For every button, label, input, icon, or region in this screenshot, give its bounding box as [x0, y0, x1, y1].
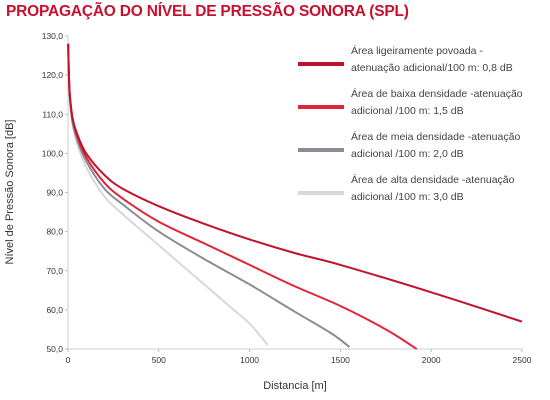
y-axis-label: Nível de Pressão Sonora [dB]	[4, 120, 16, 265]
legend-label: Área de baixa densidade -atenuação	[351, 87, 523, 100]
y-tick-label: 70,0	[46, 266, 63, 276]
y-tick-label: 80,0	[46, 227, 63, 237]
legend-label: adicional /100 m: 1,5 dB	[351, 105, 464, 117]
legend-label: Área de meia densidade -atenuação	[351, 130, 520, 143]
x-tick-label: 2000	[422, 355, 441, 365]
x-tick-label: 1500	[331, 355, 350, 365]
y-tick-label: 90,0	[46, 188, 63, 198]
legend-label: adicional /100 m: 3,0 dB	[351, 191, 464, 203]
x-axis-label: Distancia [m]	[263, 380, 327, 392]
chart-title: PROPAGAÇÃO DO NÍVEL DE PRESSÃO SONORA (S…	[6, 3, 409, 20]
y-tick-label: 120,0	[42, 70, 64, 80]
legend-label: atenuação adicional/100 m: 0,8 dB	[351, 62, 513, 74]
x-tick-label: 0	[66, 355, 71, 365]
x-tick-label: 2500	[513, 355, 532, 365]
y-tick-label: 60,0	[46, 305, 63, 315]
series-line	[67, 43, 351, 348]
legend: Área ligeiramente povoada - atenuação adi…	[298, 44, 523, 203]
legend-label: Área ligeiramente povoada -	[351, 44, 483, 57]
y-axis-ticks: 50,0 60,0 70,0 80,0 90,0 100,0 110,0 120,0 130,0	[42, 31, 68, 354]
series-line	[67, 43, 523, 323]
y-tick-label: 130,0	[42, 31, 64, 41]
legend-label: Área de alta densidade -atenuação	[351, 173, 515, 186]
y-tick-label: 110,0	[42, 109, 63, 119]
series-lines	[67, 43, 523, 350]
y-tick-label: 100,0	[42, 148, 64, 158]
series-line	[67, 43, 269, 346]
y-tick-label: 50,0	[46, 344, 63, 354]
x-tick-label: 1000	[240, 355, 259, 365]
x-axis-ticks: 0 500 1000 1500 2000 2500	[66, 349, 532, 365]
legend-label: adicional /100 m: 2,0 dB	[351, 148, 464, 160]
x-tick-label: 500	[152, 355, 166, 365]
